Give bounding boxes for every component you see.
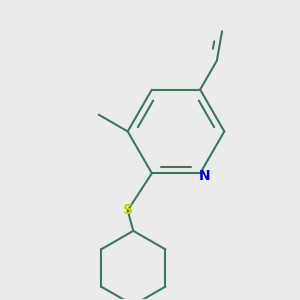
Text: S: S: [123, 203, 133, 218]
Text: N: N: [199, 169, 210, 183]
